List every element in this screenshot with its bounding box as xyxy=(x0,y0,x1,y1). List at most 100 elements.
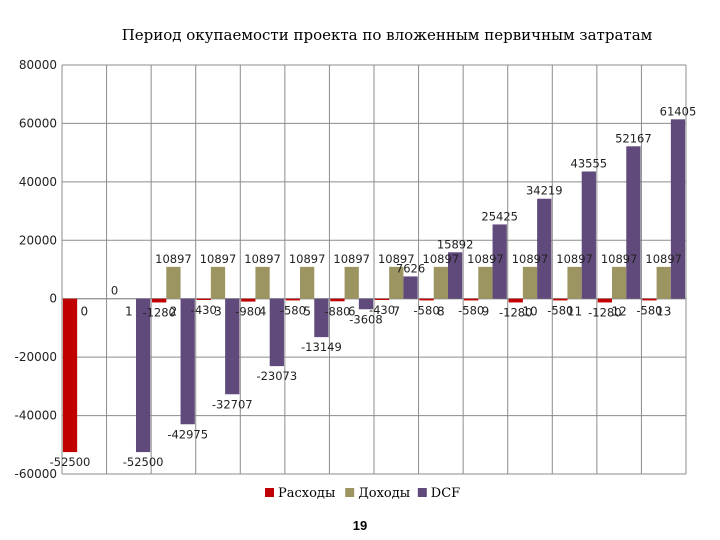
data-label: 7626 xyxy=(396,261,425,275)
y-tick-label: -20000 xyxy=(14,350,57,364)
data-label: 10897 xyxy=(378,252,415,266)
data-label: -23073 xyxy=(256,369,297,383)
bar-расходы-6 xyxy=(330,298,345,302)
bar-доходы-12 xyxy=(612,266,627,299)
data-label: -580 xyxy=(458,303,484,317)
bar-dcf-12 xyxy=(626,146,641,299)
data-label: 10897 xyxy=(244,252,281,266)
bar-dcf-2 xyxy=(180,298,195,425)
bar-расходы-11 xyxy=(553,298,568,301)
data-label: 15892 xyxy=(437,237,474,251)
x-tick-label: 12 xyxy=(612,305,627,319)
bar-расходы-12 xyxy=(597,298,613,303)
chart-title: Период окупаемости проекта по вложенным … xyxy=(122,26,653,44)
data-label: -52500 xyxy=(123,455,164,469)
data-label: 10897 xyxy=(423,252,460,266)
bar-расходы-4 xyxy=(241,298,256,302)
bar-доходы-9 xyxy=(478,266,493,299)
page-number: 19 xyxy=(352,518,368,533)
x-tick-label: 1 xyxy=(125,305,133,319)
y-axis: 80000 60000 40000 20000 0 -20000 -40000 -60000 xyxy=(14,58,57,481)
data-label: -580 xyxy=(547,303,573,317)
legend-entry-dcf: DCF xyxy=(431,486,460,501)
data-label: 25425 xyxy=(481,209,518,223)
y-tick-label: 80000 xyxy=(19,58,57,72)
x-tick-label: 10 xyxy=(522,305,537,319)
bar-расходы-9 xyxy=(464,298,479,301)
bar-расходы-13 xyxy=(642,298,657,301)
x-axis: 0 1 2 3 4 5 6 7 8 9 10 11 12 13 xyxy=(80,305,671,319)
data-label: 10897 xyxy=(200,252,237,266)
bar-dcf-8 xyxy=(447,252,463,299)
legend-entry-расходы: Расходы xyxy=(278,486,335,501)
legend-swatch-доходы xyxy=(345,488,355,497)
legend-swatch-расходы xyxy=(265,488,274,497)
bar-доходы-5 xyxy=(300,266,315,299)
legend-swatch-dcf xyxy=(417,488,427,497)
legend-entry-доходы: Доходы xyxy=(358,486,410,501)
bar-dcf-3 xyxy=(225,298,240,395)
data-label: 10897 xyxy=(467,252,504,266)
data-label: -3608 xyxy=(349,312,382,326)
x-tick-label: 3 xyxy=(214,305,222,319)
x-tick-label: 2 xyxy=(170,305,178,319)
bar-доходы-10 xyxy=(522,266,538,299)
gridlines xyxy=(61,64,687,475)
bar-dcf-9 xyxy=(492,224,507,299)
bar-dcf-13 xyxy=(670,119,686,299)
data-label: -13149 xyxy=(301,340,342,354)
data-label: 10897 xyxy=(601,252,638,266)
x-tick-label: 9 xyxy=(482,305,490,319)
y-tick-label: 60000 xyxy=(19,116,57,130)
data-label: -1280 xyxy=(142,305,175,319)
data-label: -580 xyxy=(636,303,662,317)
data-label: -430 xyxy=(369,303,395,317)
bar-dcf-11 xyxy=(581,171,596,299)
x-tick-label: 8 xyxy=(437,305,445,319)
bar-расходы-2 xyxy=(152,298,167,303)
bar-dcf-1 xyxy=(135,298,151,453)
data-label: -880 xyxy=(324,304,350,318)
x-tick-label: 11 xyxy=(567,305,582,319)
data-label: 43555 xyxy=(571,156,608,170)
y-tick-label: -60000 xyxy=(14,467,57,481)
x-tick-label: 4 xyxy=(259,305,267,319)
data-labels: -52500 0 -1280 -430 -980 -580 -880 -430 -580 -580… xyxy=(50,104,697,469)
x-tick-label: 7 xyxy=(392,305,400,319)
data-label: -42975 xyxy=(167,427,208,441)
bar-расходы-10 xyxy=(508,298,523,303)
bar-dcf-5 xyxy=(314,298,329,338)
bar-расходы-0 xyxy=(62,298,78,453)
bar-доходы-3 xyxy=(210,266,226,299)
x-tick-label: 5 xyxy=(303,305,311,319)
x-tick-label: 0 xyxy=(80,305,88,319)
data-label: 10897 xyxy=(289,252,326,266)
bar-доходы-11 xyxy=(567,266,582,299)
y-tick-label: 0 xyxy=(49,292,57,306)
y-tick-label: 20000 xyxy=(19,233,57,247)
data-label: 10897 xyxy=(512,252,549,266)
bar-dcf-4 xyxy=(269,298,284,367)
data-label: 10897 xyxy=(556,252,593,266)
bar-расходы-5 xyxy=(285,298,301,301)
legend: Расходы Доходы DCF xyxy=(265,486,460,501)
x-tick-label: 6 xyxy=(348,305,356,319)
bar-dcf-7 xyxy=(403,276,418,299)
data-label: 10897 xyxy=(645,252,682,266)
data-label: 34219 xyxy=(526,184,563,198)
bar-dcf-10 xyxy=(537,198,552,299)
x-tick-label: 13 xyxy=(656,305,671,319)
bar-dcf-6 xyxy=(358,298,374,310)
data-label: 10897 xyxy=(155,252,192,266)
bar-доходы-6 xyxy=(344,266,359,299)
y-tick-label: -40000 xyxy=(14,409,57,423)
y-tick-label: 40000 xyxy=(19,175,57,189)
data-label: 10897 xyxy=(333,252,370,266)
data-label: 52167 xyxy=(615,131,652,145)
bar-доходы-13 xyxy=(656,266,671,299)
data-label: -52500 xyxy=(50,455,91,469)
bar-доходы-2 xyxy=(166,266,181,299)
data-label: -1280 xyxy=(499,305,532,319)
bar-доходы-7 xyxy=(389,266,404,299)
